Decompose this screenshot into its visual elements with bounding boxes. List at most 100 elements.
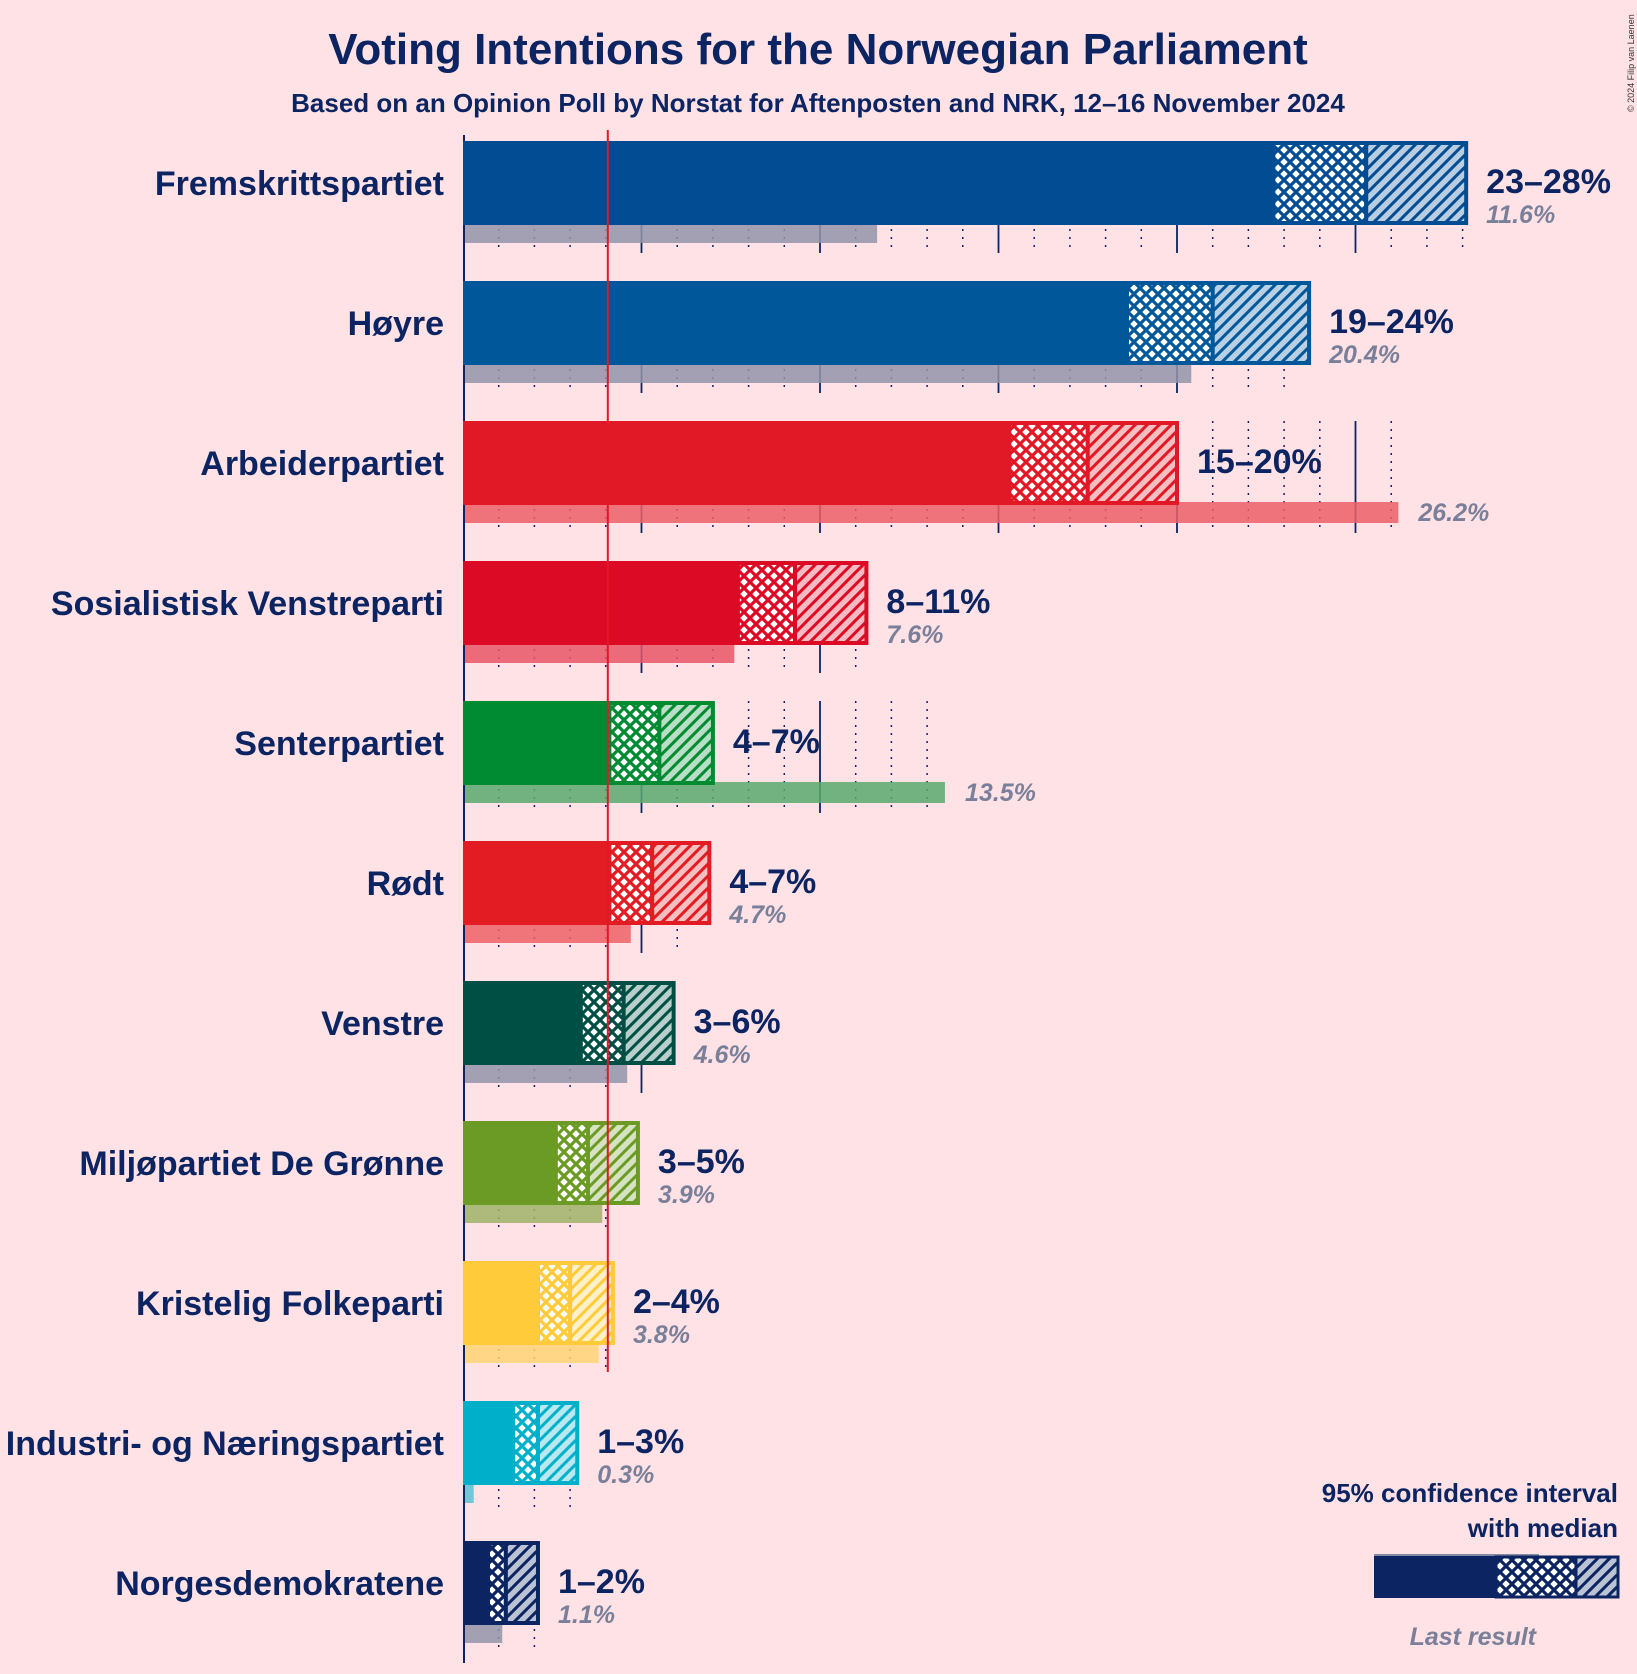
bar-ci-upper (1364, 141, 1469, 225)
last-result-bar (465, 222, 878, 243)
bar-ci-upper (585, 1121, 640, 1205)
bar-ci-lower (735, 561, 798, 645)
party-row-0: Fremskrittspartiet 23–28%11.6% (155, 135, 1611, 279)
bar-ci-upper (793, 561, 869, 645)
last-result-bar (465, 502, 1399, 523)
bar-ci-upper (1210, 281, 1312, 365)
last-result-label: 4.6% (693, 1041, 751, 1069)
party-row-10: Norgesdemokratene 1–2%1.1% (115, 1535, 645, 1663)
bar-ci-upper (568, 1261, 615, 1345)
party-row-8: Kristelig Folkeparti 2–4%3.8% (136, 1255, 720, 1399)
party-name: Industri- og Næringspartiet (6, 1425, 444, 1463)
party-name: Senterpartiet (234, 725, 444, 763)
last-result-bar (465, 782, 945, 803)
bar-ci-lower (485, 1541, 508, 1625)
last-result-label: 1.1% (558, 1601, 615, 1629)
last-result-bar (465, 1342, 599, 1363)
range-label: 15–20% (1197, 443, 1322, 481)
legend-ci-upper (1574, 1555, 1620, 1599)
legend-ci-line1: 95% confidence interval (1322, 1478, 1618, 1508)
range-label: 23–28% (1486, 163, 1611, 201)
last-result-label: 7.6% (886, 621, 943, 649)
bar-solid (463, 1261, 538, 1345)
bar-ci-upper (621, 981, 676, 1065)
range-label: 3–6% (694, 1003, 781, 1041)
legend-last-result-label: Last result (1410, 1623, 1538, 1651)
last-result-label: 3.8% (633, 1321, 690, 1349)
legend-ci-line2: with median (1467, 1513, 1618, 1543)
bar-solid (463, 701, 610, 785)
last-result-bar (465, 642, 735, 663)
party-name: Kristelig Folkeparti (136, 1285, 444, 1323)
chart-title: Voting Intentions for the Norwegian Parl… (328, 25, 1308, 74)
bar-ci-upper (503, 1541, 540, 1625)
last-result-label: 20.4% (1328, 341, 1400, 369)
last-result-bar (465, 922, 631, 943)
party-row-7: Miljøpartiet De Grønne 3–5%3.9% (79, 1115, 745, 1259)
party-name: Rødt (367, 865, 444, 903)
party-name: Miljøpartiet De Grønne (79, 1145, 444, 1183)
range-label: 4–7% (729, 863, 816, 901)
bar-ci-lower (1125, 281, 1215, 365)
last-result-label: 4.7% (728, 901, 786, 929)
bar-solid (463, 981, 581, 1065)
party-name: Høyre (348, 305, 444, 343)
party-name: Arbeiderpartiet (200, 445, 444, 483)
last-result-bar (465, 1622, 503, 1643)
bar-ci-lower (1271, 141, 1369, 225)
party-name: Venstre (321, 1005, 444, 1043)
bar-solid (463, 841, 610, 925)
chart-subtitle: Based on an Opinion Poll by Norstat for … (291, 88, 1345, 118)
bar-ci-lower (607, 701, 662, 785)
last-result-label: 26.2% (1417, 499, 1489, 527)
last-result-bar (465, 1062, 628, 1083)
last-result-bar (465, 1482, 474, 1503)
range-label: 1–3% (597, 1423, 684, 1461)
bar-solid (463, 1541, 488, 1625)
party-row-2: Arbeiderpartiet 15–20% 26.2% (200, 415, 1489, 559)
party-row-6: Venstre 3–6%4.6% (321, 975, 781, 1119)
copyright-notice: © 2024 Filip van Laenen (1626, 14, 1636, 112)
range-label: 1–2% (558, 1563, 645, 1601)
party-rows: Fremskrittspartiet 23–28%11.6% Høyre 19–24%… (6, 135, 1611, 1663)
last-result-label: 0.3% (597, 1461, 654, 1489)
bar-ci-lower (607, 841, 655, 925)
legend-ci-lower (1494, 1555, 1578, 1599)
bar-ci-lower (510, 1401, 540, 1485)
bar-solid (463, 1401, 513, 1485)
range-label: 19–24% (1329, 303, 1454, 341)
bar-ci-lower (535, 1261, 573, 1345)
bar-ci-upper (1085, 421, 1179, 505)
bar-solid (463, 141, 1274, 225)
bar-ci-lower (578, 981, 626, 1065)
last-result-bar (465, 362, 1192, 383)
party-name: Fremskrittspartiet (155, 165, 444, 203)
party-row-5: Rødt 4–7%4.7% (367, 835, 816, 979)
bar-ci-lower (553, 1121, 590, 1205)
bar-solid (463, 421, 1010, 505)
party-name: Sosialistisk Venstreparti (51, 585, 444, 623)
party-row-4: Senterpartiet 4–7% 13.5% (234, 695, 1036, 839)
last-result-label: 13.5% (965, 779, 1036, 807)
range-label: 3–5% (658, 1143, 745, 1181)
bar-ci-upper (650, 841, 712, 925)
party-row-3: Sosialistisk Venstreparti 8–11%7.6% (51, 555, 990, 699)
range-label: 4–7% (733, 723, 820, 761)
bar-solid (463, 281, 1128, 365)
bar-solid (463, 561, 738, 645)
party-name: Norgesdemokratene (115, 1565, 444, 1603)
bar-solid (463, 1121, 556, 1205)
party-row-1: Høyre 19–24%20.4% (348, 275, 1454, 419)
last-result-bar (465, 1202, 603, 1223)
range-label: 2–4% (633, 1283, 720, 1321)
bar-ci-upper (657, 701, 715, 785)
legend-solid-bar (1374, 1556, 1496, 1598)
legend: 95% confidence interval with median Last… (1322, 1478, 1620, 1651)
last-result-label: 3.9% (658, 1181, 715, 1209)
party-row-9: Industri- og Næringspartiet 1–3%0.3% (6, 1395, 684, 1539)
last-result-label: 11.6% (1486, 201, 1555, 229)
bar-ci-lower (1007, 421, 1090, 505)
bar-ci-upper (535, 1401, 580, 1485)
range-label: 8–11% (886, 583, 990, 621)
